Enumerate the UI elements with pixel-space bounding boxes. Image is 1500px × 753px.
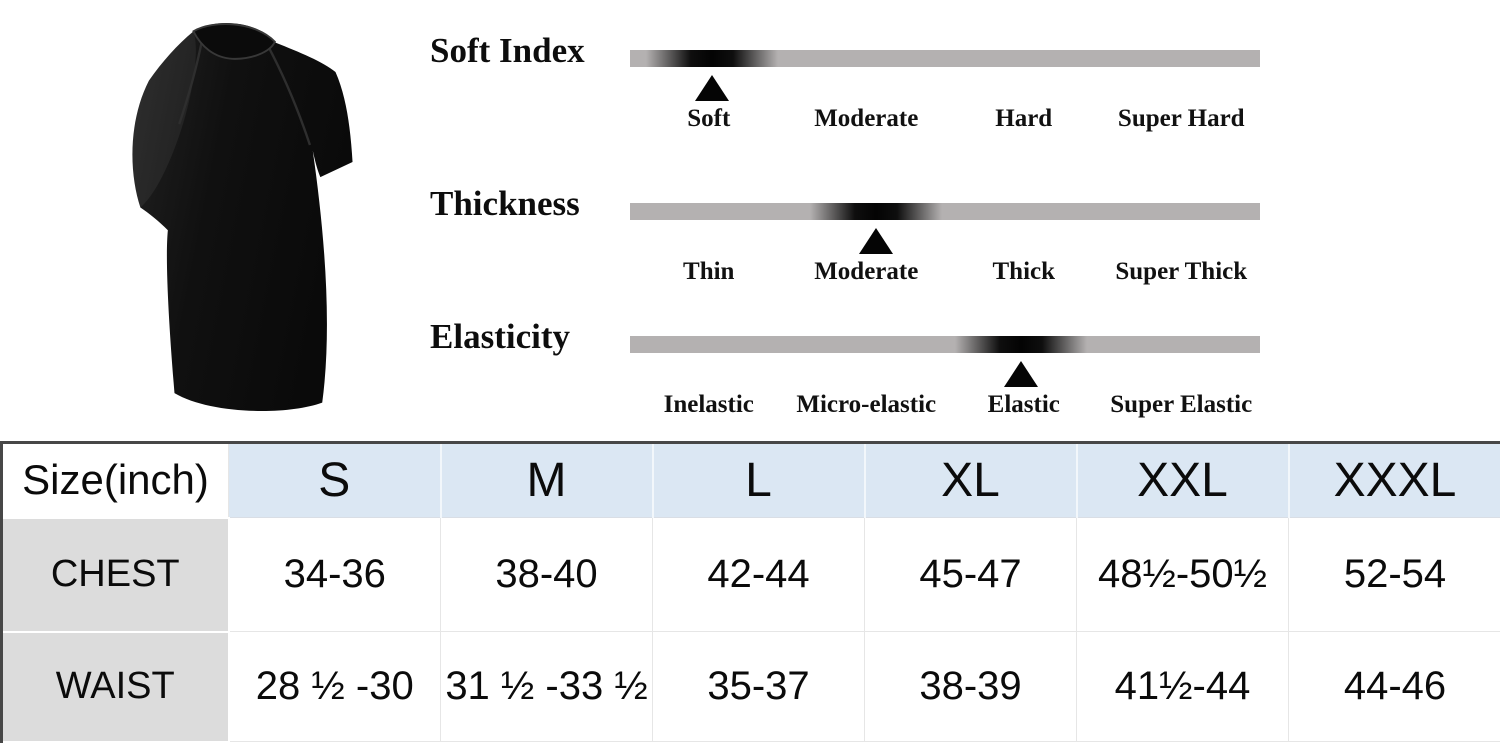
option-label: Super Elastic bbox=[1110, 391, 1253, 418]
thickness-gradient-spot bbox=[809, 203, 942, 220]
elasticity-title: Elasticity bbox=[430, 317, 570, 356]
elasticity-options: Inelastic Micro-elastic Elastic Super El… bbox=[630, 389, 1260, 421]
soft-index-marker-track bbox=[630, 75, 1260, 102]
thickness-marker-triangle-icon bbox=[858, 228, 893, 254]
option-label: Soft bbox=[687, 105, 731, 132]
size-col-s: S bbox=[228, 442, 442, 518]
waist-xxxl: 44-46 bbox=[1288, 631, 1500, 742]
tshirt-left-sleeve-highlight bbox=[132, 31, 196, 208]
chest-xxxl: 52-54 bbox=[1288, 517, 1500, 632]
waist-s: 28 ½ -30 bbox=[228, 631, 441, 742]
size-unit-header: Size(inch) bbox=[1, 442, 229, 518]
size-col-xxxl: XXXL bbox=[1288, 442, 1500, 518]
thickness-bar bbox=[630, 203, 1260, 220]
thickness-marker-track bbox=[630, 228, 1260, 255]
waist-row: WAIST 28 ½ -30 31 ½ -33 ½ 35-37 38-39 41… bbox=[0, 630, 1500, 743]
soft-index-title: Soft Index bbox=[430, 31, 585, 70]
elasticity-gradient-spot bbox=[954, 336, 1087, 353]
option-label: Micro-elastic bbox=[796, 391, 937, 418]
thickness-scale: Thickness Thin Moderate Thick Super Thic… bbox=[0, 184, 1500, 300]
option-label: Thick bbox=[992, 258, 1056, 285]
waist-m: 31 ½ -33 ½ bbox=[440, 631, 653, 742]
soft-index-gradient-spot bbox=[645, 50, 778, 67]
option-label: Elastic bbox=[987, 391, 1060, 418]
chest-row: CHEST 34-36 38-40 42-44 45-47 48½-50½ 52… bbox=[0, 516, 1500, 633]
elasticity-marker-triangle-icon bbox=[1003, 361, 1038, 387]
elasticity-scale: Elasticity Inelastic Micro-elastic Elast… bbox=[0, 317, 1500, 433]
chest-xxl: 48½-50½ bbox=[1076, 517, 1289, 632]
soft-index-options: Soft Moderate Hard Super Hard bbox=[630, 103, 1260, 135]
tshirt-raglan-seam-right bbox=[267, 45, 312, 146]
thickness-options: Thin Moderate Thick Super Thick bbox=[630, 256, 1260, 288]
option-label: Moderate bbox=[814, 258, 919, 285]
size-chart-header-row: Size(inch) S M L XL XXL XXXL bbox=[1, 442, 1500, 518]
option-label: Hard bbox=[995, 105, 1053, 132]
waist-xxl: 41½-44 bbox=[1076, 631, 1289, 742]
option-label: Inelastic bbox=[663, 391, 754, 418]
soft-index-marker-triangle-icon bbox=[694, 75, 729, 101]
elasticity-marker-track bbox=[630, 361, 1260, 388]
soft-index-scale: Soft Index Soft Moderate Hard Super Hard bbox=[0, 31, 1500, 147]
chest-m: 38-40 bbox=[440, 517, 653, 632]
tshirt-body bbox=[132, 23, 353, 411]
chest-row-label: CHEST bbox=[0, 516, 230, 633]
option-label: Moderate bbox=[814, 105, 919, 132]
option-label: Super Thick bbox=[1115, 258, 1248, 285]
waist-row-label: WAIST bbox=[0, 630, 230, 743]
tshirt-raglan-seam-left bbox=[178, 40, 204, 125]
size-col-l: L bbox=[652, 442, 866, 518]
thickness-title: Thickness bbox=[430, 184, 580, 223]
waist-l: 35-37 bbox=[652, 631, 865, 742]
chest-xl: 45-47 bbox=[864, 517, 1077, 632]
option-label: Super Hard bbox=[1117, 105, 1245, 132]
size-col-m: M bbox=[440, 442, 654, 518]
size-col-xl: XL bbox=[864, 442, 1078, 518]
size-chart-table: Size(inch) S M L XL XXL XXXL CHEST 34-36… bbox=[0, 441, 1500, 743]
elasticity-bar bbox=[630, 336, 1260, 353]
tshirt-collar bbox=[192, 23, 277, 60]
soft-index-bar bbox=[630, 50, 1260, 67]
chest-s: 34-36 bbox=[228, 517, 441, 632]
waist-xl: 38-39 bbox=[864, 631, 1077, 742]
chest-l: 42-44 bbox=[652, 517, 865, 632]
option-label: Thin bbox=[683, 258, 735, 285]
tshirt-image bbox=[132, 23, 353, 411]
size-col-xxl: XXL bbox=[1076, 442, 1290, 518]
